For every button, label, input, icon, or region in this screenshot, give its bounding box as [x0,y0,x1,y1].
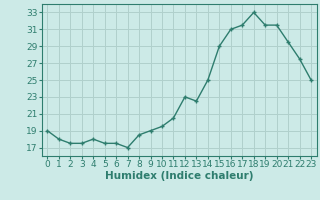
X-axis label: Humidex (Indice chaleur): Humidex (Indice chaleur) [105,171,253,181]
